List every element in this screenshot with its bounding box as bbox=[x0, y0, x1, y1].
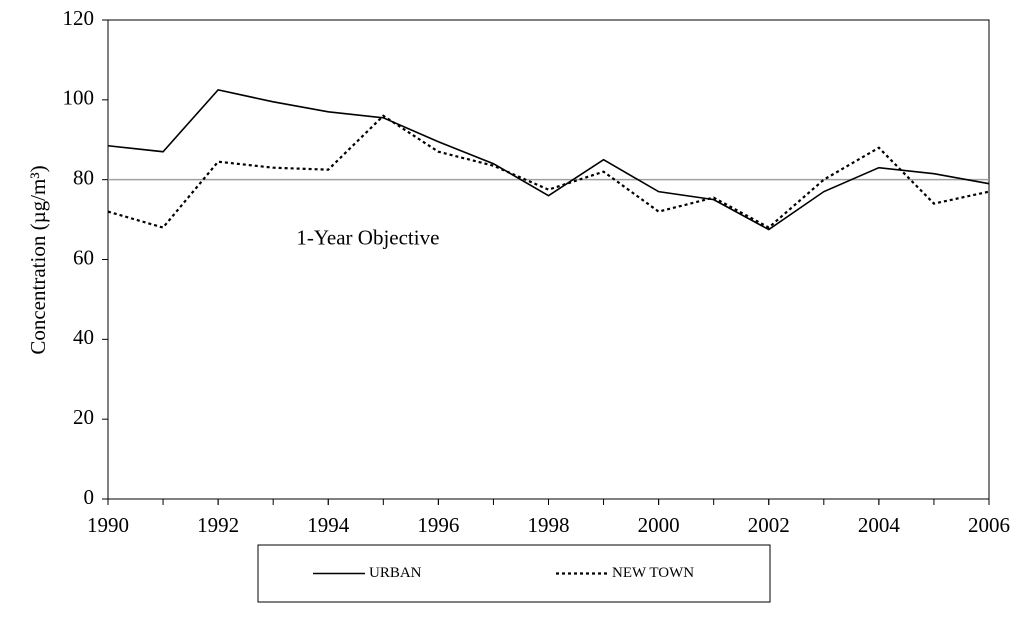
x-tick-label: 1990 bbox=[87, 513, 129, 537]
legend-label: URBAN bbox=[369, 565, 422, 581]
y-tick-label: 0 bbox=[84, 485, 95, 509]
x-tick-label: 1994 bbox=[307, 513, 350, 537]
x-tick-label: 2004 bbox=[858, 513, 901, 537]
y-tick-label: 20 bbox=[73, 405, 94, 429]
x-tick-label: 1998 bbox=[528, 513, 570, 537]
x-tick-label: 1992 bbox=[197, 513, 239, 537]
y-tick-label: 100 bbox=[63, 86, 95, 110]
x-tick-label: 2006 bbox=[968, 513, 1010, 537]
reference-label: 1-Year Objective bbox=[296, 225, 439, 249]
y-tick-label: 40 bbox=[73, 325, 94, 349]
series-line bbox=[107, 114, 990, 229]
y-tick-label: 60 bbox=[73, 245, 94, 269]
y-tick-label: 80 bbox=[73, 165, 94, 189]
y-axis-label: Concentration (µg/m³) bbox=[26, 165, 50, 354]
x-tick-label: 1996 bbox=[417, 513, 459, 537]
x-tick-label: 2002 bbox=[748, 513, 790, 537]
legend-label: NEW TOWN bbox=[612, 565, 694, 581]
x-tick-label: 2000 bbox=[638, 513, 680, 537]
series-line bbox=[107, 88, 990, 231]
y-tick-label: 120 bbox=[63, 6, 95, 30]
